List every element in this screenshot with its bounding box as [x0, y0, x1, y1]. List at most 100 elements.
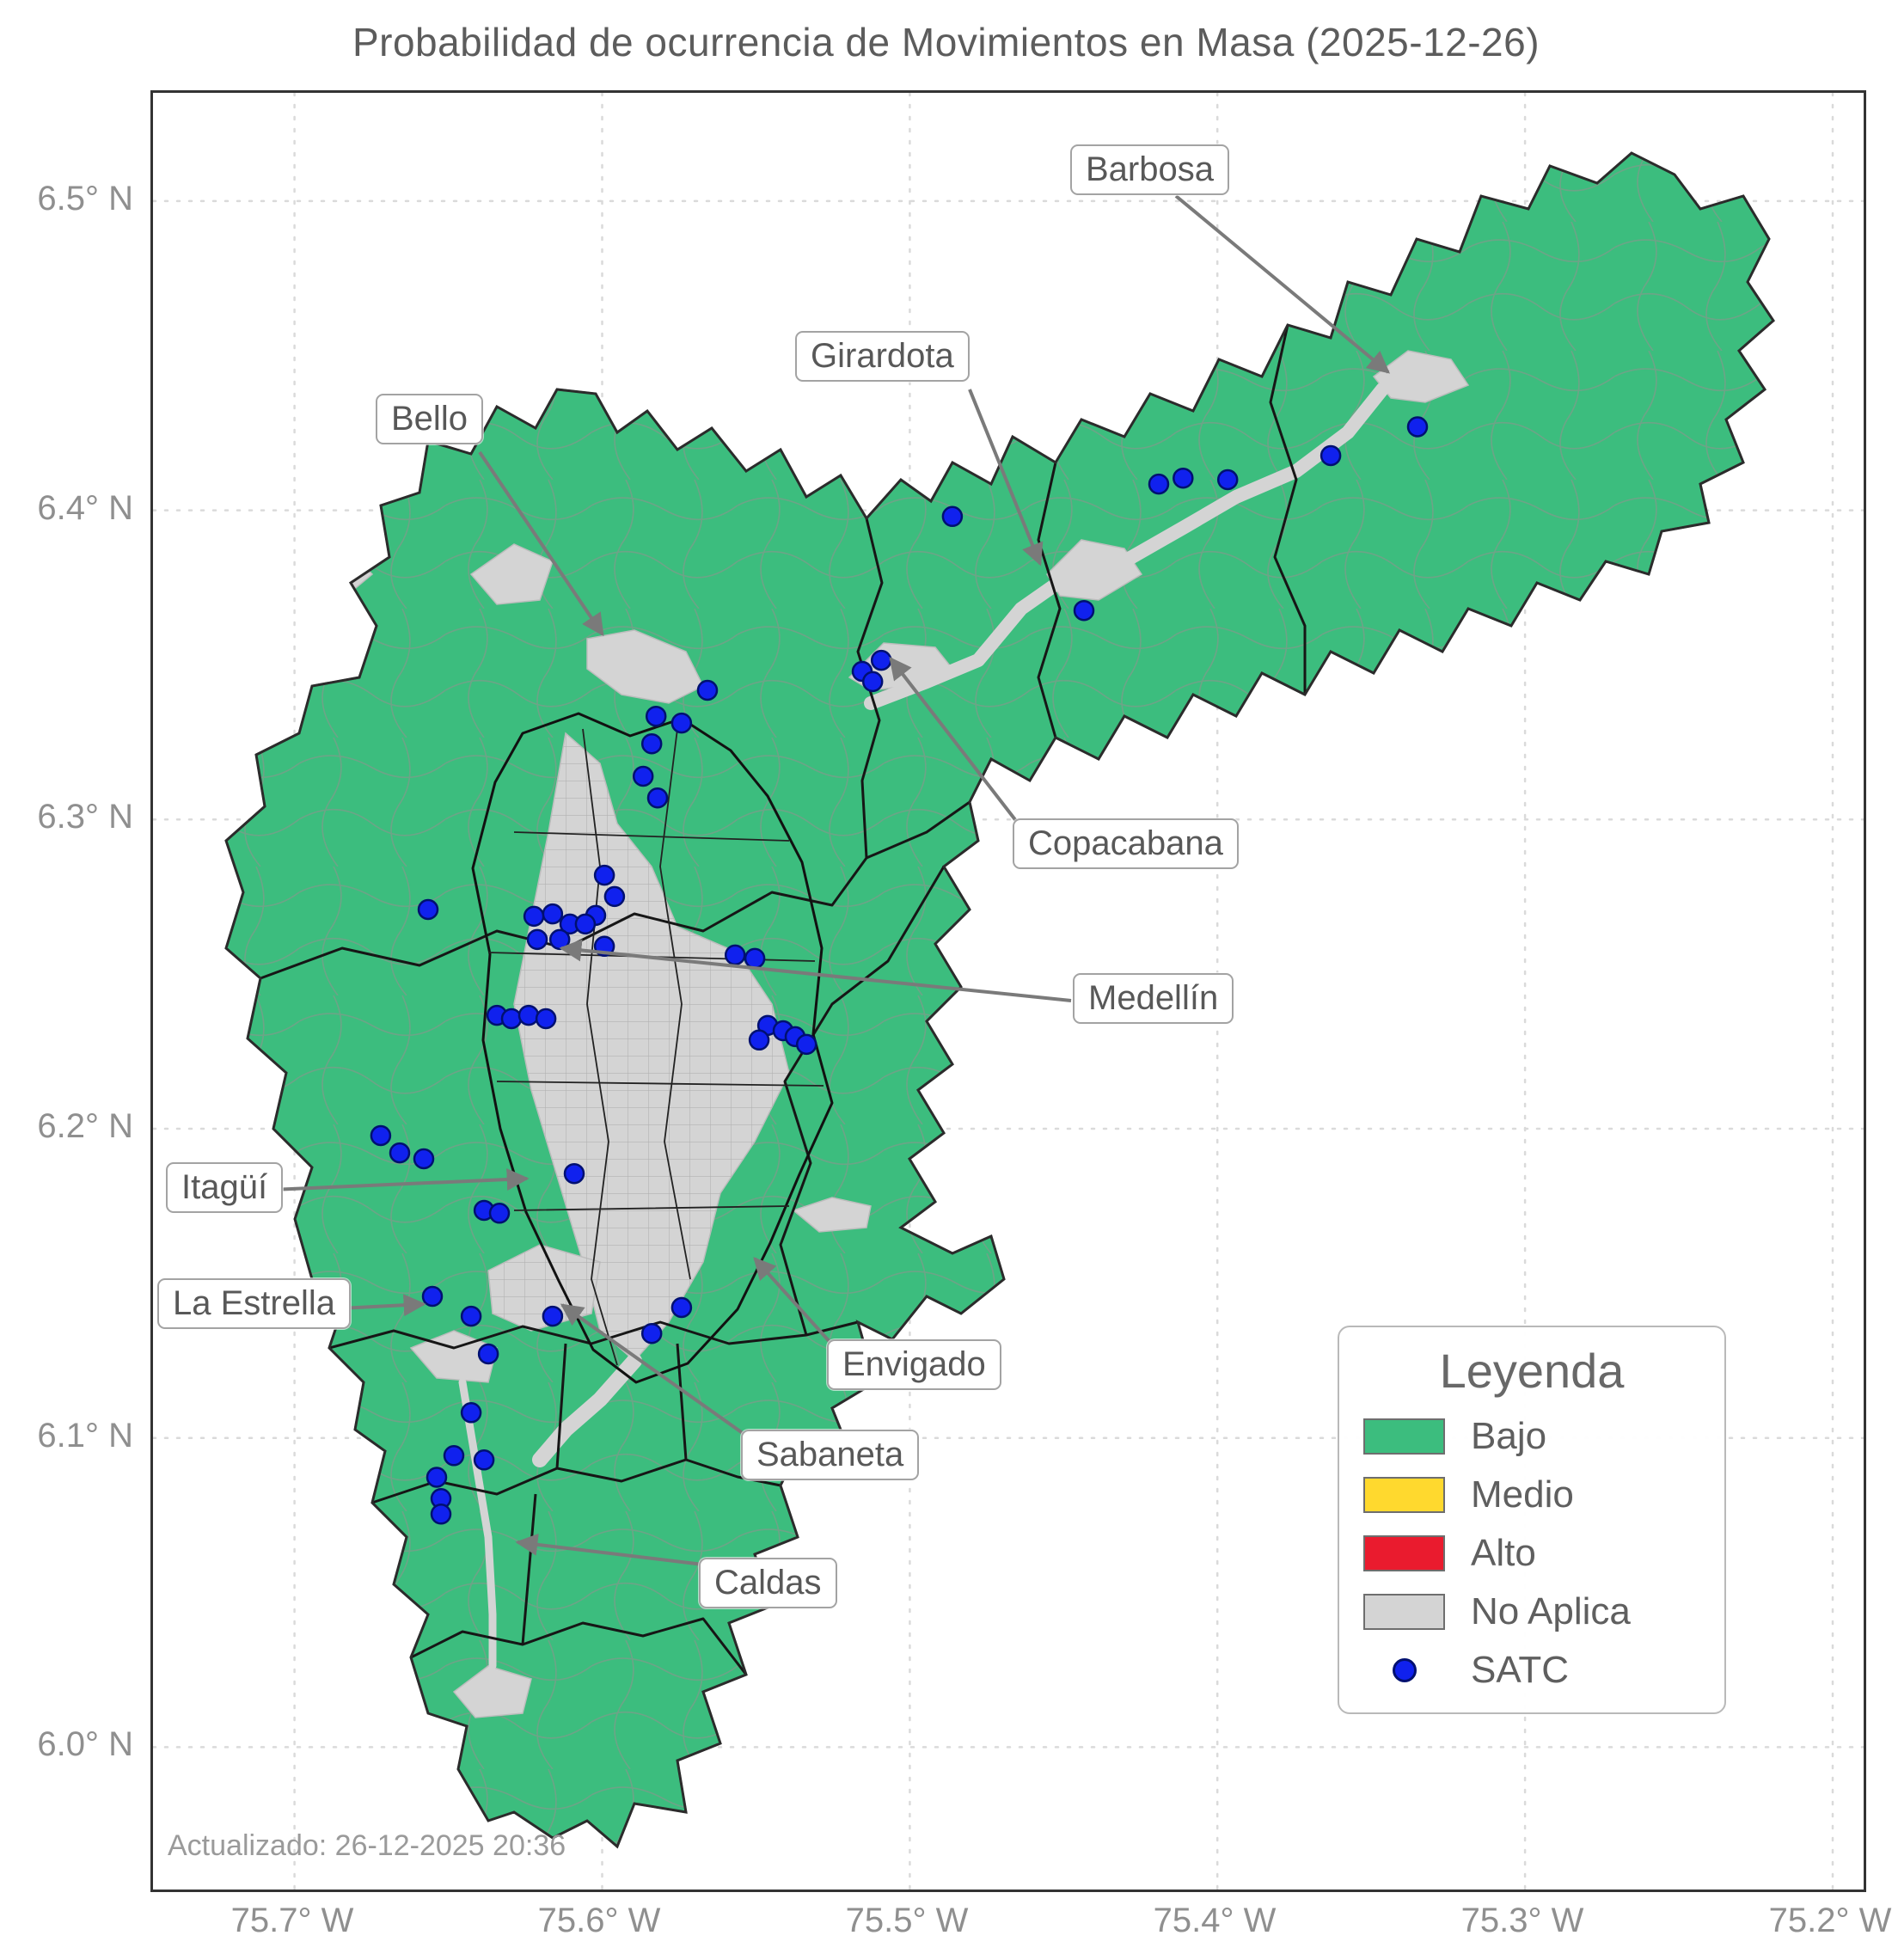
x-axis-tick: 75.7° W — [230, 1902, 354, 1939]
satc-point — [473, 1449, 495, 1471]
satc-point — [670, 712, 693, 734]
arrow-medellin — [559, 939, 1072, 1002]
y-axis-tick: 6.3° N — [37, 798, 133, 836]
annotation-label-envigado: Envigado — [827, 1339, 1001, 1390]
satc-point — [670, 1296, 693, 1319]
satc-point — [517, 1004, 540, 1026]
arrow-barbosa — [1174, 194, 1391, 374]
x-axis-tick: 75.4° W — [1153, 1902, 1277, 1939]
satc-point — [1148, 473, 1170, 495]
arrow-itagui — [271, 1168, 530, 1191]
satc-point — [603, 885, 626, 908]
y-axis-tick: 6.1° N — [37, 1417, 133, 1455]
satc-point — [744, 947, 766, 970]
annotation-arrows — [271, 194, 1391, 1566]
legend-item-alto: Alto — [1363, 1532, 1700, 1574]
satc-point — [1073, 599, 1095, 622]
satc-point — [593, 864, 615, 886]
legend-item-no-aplica: No Aplica — [1363, 1590, 1700, 1632]
satc-point — [500, 1008, 523, 1030]
satc-point — [640, 732, 663, 755]
arrow-sabaneta — [560, 1303, 748, 1437]
satc-point — [370, 1124, 392, 1147]
satc-point — [1320, 444, 1342, 467]
satc-point — [488, 1203, 511, 1224]
satc-point — [535, 1008, 557, 1030]
legend-item-medio: Medio — [1363, 1473, 1700, 1516]
arrow-caldas — [515, 1533, 704, 1566]
annotation-label-caldas: Caldas — [699, 1558, 837, 1608]
satc-point — [748, 1029, 770, 1051]
map-svg — [153, 93, 1864, 1890]
satc-point — [1406, 416, 1429, 438]
satc-dot-icon — [1392, 1658, 1417, 1682]
legend-swatch-medio — [1363, 1477, 1445, 1513]
arrow-envigado — [753, 1257, 834, 1346]
x-axis-tick: 75.6° W — [537, 1902, 661, 1939]
satc-point — [460, 1402, 482, 1424]
legend-item-bajo: Bajo — [1363, 1415, 1700, 1457]
satc-point — [563, 1162, 585, 1185]
x-axis-tick: 75.5° W — [845, 1902, 969, 1939]
annotation-label-girardota: Girardota — [795, 331, 970, 382]
annotation-label-medellin: Medellín — [1073, 973, 1234, 1024]
satc-point — [640, 1322, 663, 1344]
satc-point — [430, 1504, 452, 1525]
y-axis-tick: 6.0° N — [37, 1725, 133, 1763]
x-axis-tick: 75.2° W — [1768, 1902, 1892, 1939]
legend-swatch-alto — [1363, 1535, 1445, 1571]
satc-point — [574, 913, 597, 935]
x-axis-tick: 75.3° W — [1460, 1902, 1584, 1939]
arrow-la-estrella — [340, 1294, 426, 1317]
satc-point — [645, 705, 667, 727]
y-axis-tick: 6.2° N — [37, 1107, 133, 1145]
figure-title: Probabilidad de ocurrencia de Movimiento… — [352, 20, 1540, 64]
urban-blocks-texture — [514, 733, 789, 1361]
legend-item-satc: SATC — [1363, 1649, 1700, 1691]
satc-point — [542, 903, 564, 925]
annotation-label-sabaneta: Sabaneta — [741, 1430, 920, 1480]
satc-point — [724, 944, 746, 966]
annotation-label-copacabana: Copacabana — [1013, 818, 1239, 869]
satc-point — [1216, 469, 1239, 491]
legend: Leyenda Bajo Medio Alto No Aplica SATC — [1338, 1326, 1726, 1714]
y-axis-tick: 6.4° N — [37, 489, 133, 527]
satc-point — [526, 928, 548, 951]
annotation-label-barbosa: Barbosa — [1070, 144, 1229, 195]
satc-point — [413, 1148, 435, 1170]
satc-point — [646, 787, 669, 809]
legend-label-alto: Alto — [1471, 1532, 1536, 1574]
annotation-label-bello: Bello — [376, 394, 483, 444]
satc-point — [477, 1343, 499, 1365]
satc-point — [542, 1305, 564, 1327]
legend-swatch-bajo — [1363, 1418, 1445, 1455]
satc-point — [632, 765, 654, 787]
map-plot-area — [150, 90, 1866, 1892]
legend-label-satc: SATC — [1471, 1649, 1570, 1691]
legend-swatch-satc-wrap — [1363, 1652, 1445, 1688]
legend-label-no-aplica: No Aplica — [1471, 1590, 1631, 1632]
satc-point — [389, 1142, 411, 1164]
satc-point — [426, 1467, 448, 1488]
y-axis-tick: 6.5° N — [37, 180, 133, 217]
satc-point — [941, 505, 964, 528]
legend-swatch-no-aplica — [1363, 1594, 1445, 1630]
legend-label-bajo: Bajo — [1471, 1415, 1547, 1457]
satc-point — [696, 679, 719, 701]
legend-label-medio: Medio — [1471, 1473, 1574, 1516]
satc-point — [861, 671, 884, 693]
satc-point — [421, 1285, 444, 1308]
satc-point — [1173, 467, 1194, 489]
satc-point — [417, 898, 439, 921]
satc-point — [460, 1305, 482, 1327]
annotation-label-la-estrella: La Estrella — [157, 1278, 351, 1329]
satc-point — [795, 1033, 817, 1056]
arrow-girardota — [968, 389, 1044, 567]
satc-point — [548, 928, 571, 951]
satc-point — [870, 649, 892, 671]
arrow-bello — [478, 450, 604, 637]
valley-ribbon — [458, 383, 1389, 1670]
arrow-copacabana — [889, 656, 1021, 827]
updated-timestamp: Actualizado: 26-12-2025 20:36 — [168, 1829, 566, 1862]
